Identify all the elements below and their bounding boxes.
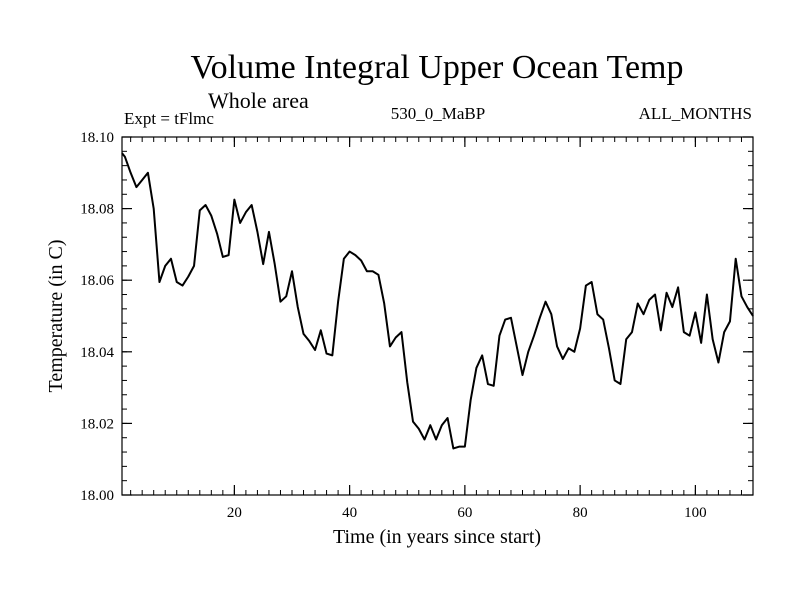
y-tick-label: 18.10 xyxy=(80,130,114,146)
plot-frame xyxy=(121,136,754,496)
months-label: ALL_MONTHS xyxy=(639,104,752,123)
x-tick-label: 60 xyxy=(457,505,472,521)
x-axis-label: Time (in years since start) xyxy=(333,526,541,548)
x-tick-label: 40 xyxy=(342,505,357,521)
x-tick-label: 80 xyxy=(573,505,588,521)
y-tick-label: 18.06 xyxy=(80,273,114,289)
x-tick-label: 20 xyxy=(227,505,242,521)
experiment-label: Expt = tFlmc xyxy=(124,109,214,128)
tick-labels: 20 40 60 80 100 18.00 18.02 18.04 18.06 18.08 18.1… xyxy=(80,130,706,521)
x-tick-label: 100 xyxy=(684,505,707,521)
y-tick-label: 18.00 xyxy=(80,488,114,504)
y-axis-label: Temperature (in C) xyxy=(45,240,67,393)
period-label: 530_0_MaBP xyxy=(391,104,485,123)
y-tick-label: 18.02 xyxy=(80,416,114,432)
chart-title: Volume Integral Upper Ocean Temp xyxy=(191,49,684,86)
y-tick-label: 18.08 xyxy=(80,202,114,218)
chart-subtitle: Whole area xyxy=(208,88,309,113)
y-tick-label: 18.04 xyxy=(80,345,114,361)
temperature-series-line xyxy=(121,152,754,450)
